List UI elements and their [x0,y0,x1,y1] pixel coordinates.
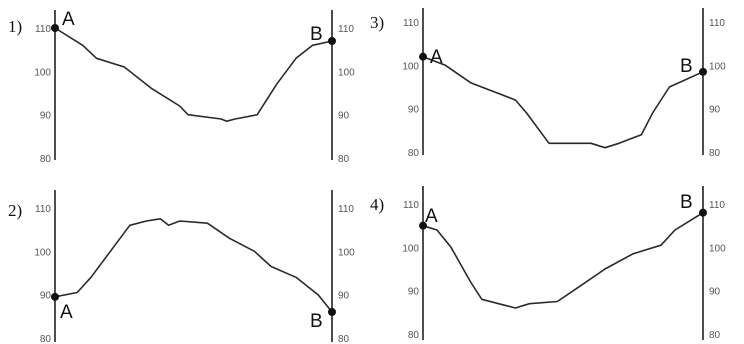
panel-2-right-tick: 100 [338,247,355,258]
panel-2-left-tick: 90 [40,291,52,302]
panel-1-number: 1) [8,17,22,36]
panel-1-right-tick: 110 [338,24,354,35]
panel-1-right-tick: 80 [338,154,350,165]
panel-1-point-b [328,37,336,45]
panel-4-right-tick: 90 [709,287,721,298]
panel-1-right-tick: 90 [338,111,350,122]
panel-4-label-b: B [680,192,693,213]
panel-3-label-b: B [680,56,693,77]
panel-1-label-b: B [310,24,323,45]
panel-3-label-a: A [430,47,443,68]
panel-4-left-tick: 90 [408,287,420,298]
panel-1-left-tick: 90 [40,111,52,122]
panel-4-number: 4) [370,195,384,214]
panel-4-left-tick: 110 [403,200,419,211]
panel-3-right-tick: 110 [709,18,725,29]
panel-2-point-a [51,292,59,301]
panel-4-elevation-profile [422,212,704,309]
panel-4-right-tick: 100 [709,243,726,254]
panel-1-elevation-profile [54,27,333,122]
panel-4-label-a: A [425,206,438,227]
panel-1-label-a: A [62,9,75,30]
panel-4-left-tick: 80 [408,330,420,341]
panel-3-right-tick: 90 [709,105,721,116]
panel-1-left-tick: 110 [35,24,51,35]
panel-3-elevation-profile [422,55,704,149]
panel-3-left-tick: 100 [402,61,419,72]
panel-2-right-tick: 110 [338,204,354,215]
panel-2-label-b: B [310,311,323,332]
panel-1-left-tick: 80 [40,154,52,165]
panel-3-left-tick: 80 [408,148,420,159]
panel-2-left-tick: 80 [40,334,52,344]
panel-4-right-tick: 80 [709,330,721,341]
panel-4-left-tick: 100 [402,243,419,254]
panel-2-elevation-profile [54,218,333,313]
panel-1-left-tick: 100 [34,67,51,78]
panel-2-point-b [328,308,336,316]
panel-3-right-tick: 100 [709,61,726,72]
panel-2-right-tick: 80 [338,334,350,344]
panel-4-right-tick: 110 [709,200,725,211]
panel-3-point-b [699,67,707,76]
panel-2-left-tick: 110 [35,204,51,215]
panel-2-label-a: A [60,302,73,323]
panel-4-point-b [699,208,707,217]
panel-3-left-tick: 90 [408,105,420,116]
panel-3-right-tick: 80 [709,148,721,159]
panel-2-right-tick: 90 [338,291,350,302]
panel-3-point-a [419,52,427,61]
panel-1-right-tick: 100 [338,67,355,78]
panel-2-number: 2) [8,201,22,220]
panel-2-left-tick: 100 [34,247,51,258]
panel-4-point-a [419,221,427,230]
panel-1-point-a [51,24,59,32]
panel-3-left-tick: 110 [403,18,419,29]
panel-3-number: 3) [370,13,384,32]
